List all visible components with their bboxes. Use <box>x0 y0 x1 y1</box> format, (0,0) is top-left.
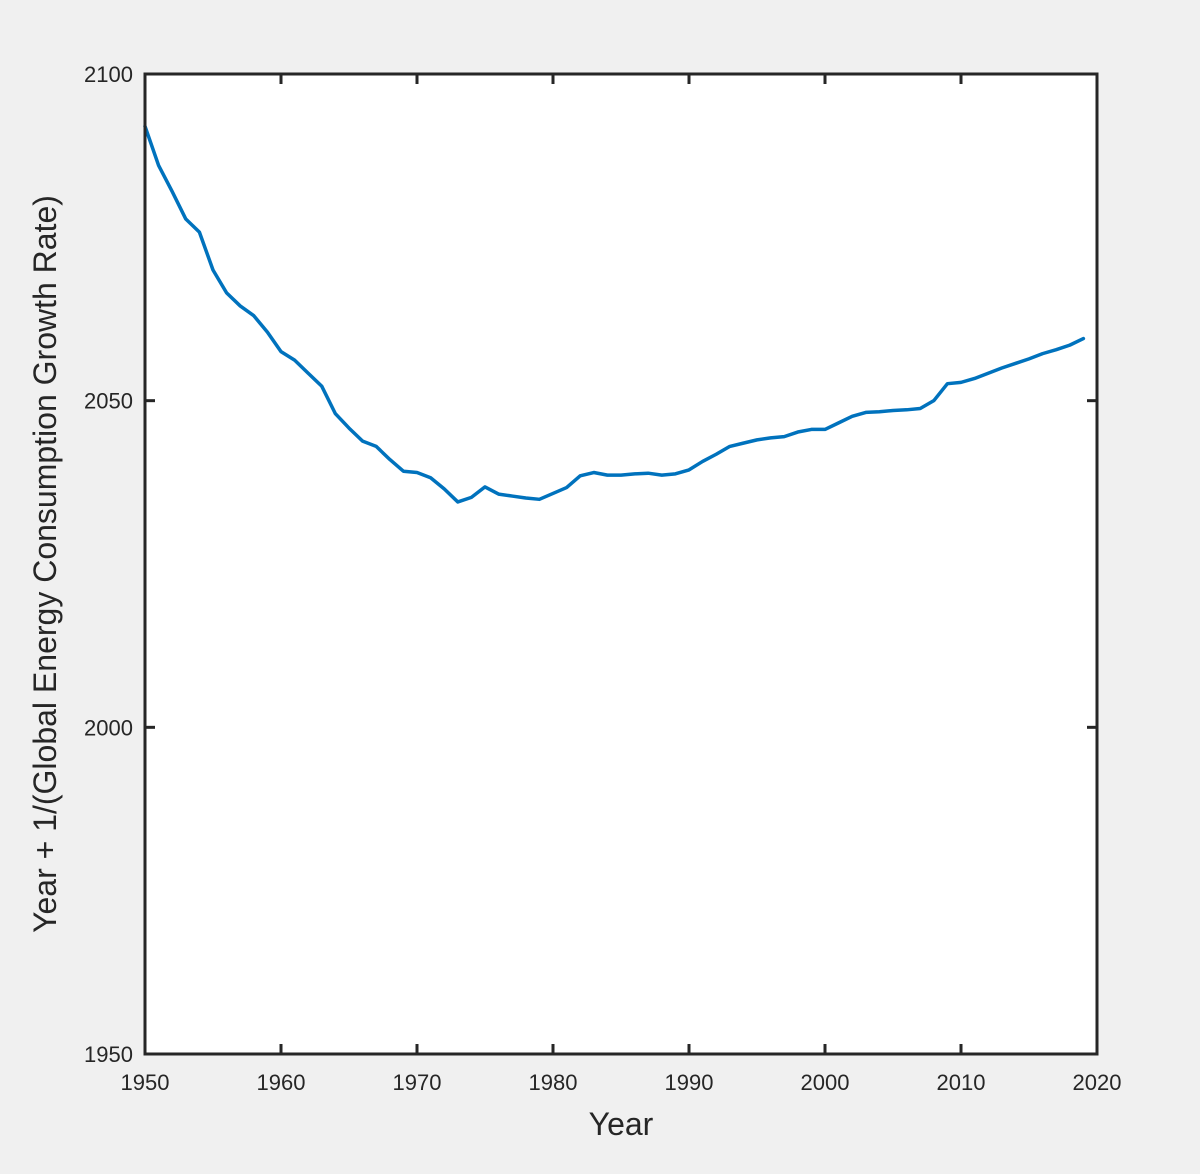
x-axis-label: Year <box>589 1106 654 1142</box>
y-tick-label: 2100 <box>84 62 133 87</box>
x-tick-label: 1960 <box>257 1070 306 1095</box>
x-tick-label: 2010 <box>937 1070 986 1095</box>
series-line <box>143 124 1086 504</box>
y-axis-label: Year + 1/(Global Energy Consumption Grow… <box>27 195 63 933</box>
x-tick-label: 1970 <box>393 1070 442 1095</box>
x-tick-label: 2000 <box>801 1070 850 1095</box>
y-tick-label: 2050 <box>84 389 133 414</box>
y-tick-label: 2000 <box>84 715 133 740</box>
x-tick-label: 1950 <box>121 1070 170 1095</box>
x-tick-labels: 1950 1960 1970 1980 1990 2000 2010 2020 <box>121 1070 1122 1095</box>
x-tick-label: 2020 <box>1073 1070 1122 1095</box>
plot-area <box>145 74 1097 1054</box>
x-tick-label: 1990 <box>665 1070 714 1095</box>
x-tick-label: 1980 <box>529 1070 578 1095</box>
axes-box <box>143 72 1099 1056</box>
y-tick-labels: 1950 2000 2050 2100 <box>84 62 133 1067</box>
y-tick-label: 1950 <box>84 1042 133 1067</box>
